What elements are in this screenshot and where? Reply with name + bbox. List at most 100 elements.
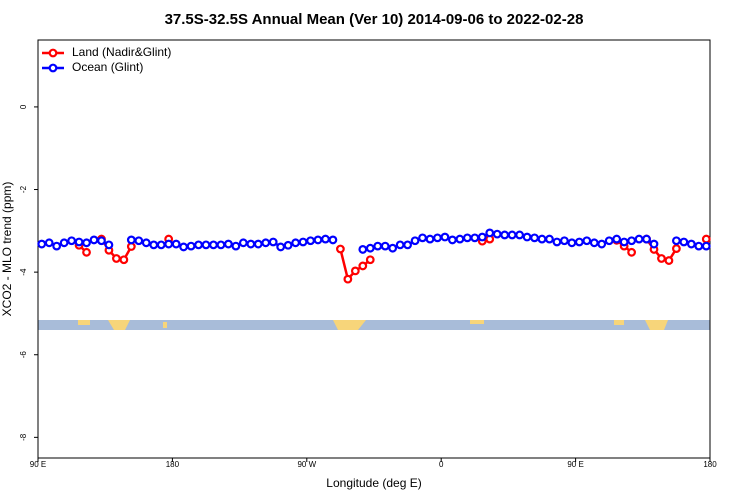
series-point (156, 240, 166, 250)
series-point (612, 234, 622, 244)
legend-marker (48, 48, 58, 58)
y-tick-label: -8 (19, 433, 28, 441)
series-point (97, 236, 106, 246)
series-point (313, 235, 323, 245)
series-point (530, 233, 539, 243)
series-point (410, 236, 420, 246)
series-point (545, 234, 554, 244)
series-point (694, 241, 704, 251)
series-point (231, 241, 241, 251)
series-point (701, 241, 711, 251)
x-tick-label: 0 (439, 460, 444, 469)
series-point (186, 241, 196, 251)
series-point (433, 233, 442, 243)
series-point (350, 266, 360, 276)
series-point (44, 238, 54, 248)
series-point (664, 256, 674, 265)
series-point (440, 232, 450, 242)
series-point (119, 255, 129, 265)
series-point (627, 236, 636, 246)
series-point (164, 239, 174, 249)
series-point (336, 244, 345, 254)
series-point (238, 238, 248, 248)
series-point (672, 244, 681, 253)
series-point (574, 237, 584, 247)
series-point (485, 228, 495, 238)
series-point (268, 237, 278, 247)
series-point (306, 236, 315, 246)
x-axis-label: Longitude (deg E) (326, 476, 421, 490)
series-point (649, 239, 659, 249)
y-tick-label: -6 (19, 351, 28, 359)
series-point (418, 233, 427, 243)
series-point (380, 241, 390, 251)
series-point (134, 236, 144, 246)
legend-label: Land (Nadir&Glint) (72, 45, 171, 59)
series-point (37, 239, 47, 249)
series-point (507, 230, 517, 240)
x-tick-label: 90 E (567, 460, 583, 469)
series-point (701, 234, 711, 244)
map-strip (38, 320, 710, 330)
series-point (597, 239, 607, 249)
series-point (276, 242, 286, 252)
series-point (515, 230, 524, 240)
series-point (216, 240, 226, 250)
x-tick-label: 90 E (30, 460, 46, 469)
series-point (89, 235, 99, 245)
series-point (283, 240, 293, 250)
series-point (171, 239, 181, 249)
series-point (298, 237, 308, 247)
series-point (179, 242, 189, 252)
series-point (619, 237, 629, 247)
series-point (201, 240, 211, 250)
series-point (82, 247, 91, 257)
series-point (448, 235, 457, 245)
series-point (567, 238, 577, 248)
x-tick-label: 90 W (297, 460, 316, 469)
series-point (365, 243, 375, 253)
series-point (358, 245, 368, 254)
series-point (634, 234, 644, 244)
series-point (126, 235, 136, 245)
series-point (642, 234, 651, 244)
series-point (291, 238, 301, 248)
series-point (261, 238, 271, 248)
y-axis-label: XCO2 - MLO trend (ppm) (0, 182, 14, 317)
series-point (589, 238, 599, 248)
series-point (343, 274, 353, 284)
x-tick-label: 180 (166, 460, 180, 469)
series-point (141, 238, 151, 248)
series-point (552, 237, 562, 247)
series-point (209, 240, 218, 250)
series-point (470, 233, 480, 243)
series-point (82, 238, 91, 248)
series-point (627, 247, 636, 257)
series-point (373, 241, 383, 251)
series-point (477, 232, 487, 242)
series-point (492, 229, 502, 239)
series-point (321, 234, 330, 244)
series-point (403, 240, 413, 250)
series-point (657, 254, 666, 263)
series-point (537, 234, 547, 244)
series-point (104, 240, 114, 250)
series-point (328, 235, 338, 245)
series-point (560, 236, 569, 246)
y-tick-label: -4 (19, 268, 28, 276)
series-point (67, 236, 76, 246)
y-tick-label: 0 (19, 104, 28, 109)
series-point (149, 240, 159, 250)
legend-marker (48, 63, 58, 73)
series-point (425, 234, 435, 244)
series-point (462, 233, 472, 243)
plot-frame (37, 39, 711, 459)
series-point (52, 241, 62, 251)
chart-title: 37.5S-32.5S Annual Mean (Ver 10) 2014-09… (165, 11, 584, 28)
series-point (604, 236, 614, 246)
series-point (246, 239, 256, 249)
series-point (672, 236, 681, 246)
x-tick-label: 180 (703, 460, 717, 469)
series-point (455, 234, 465, 244)
